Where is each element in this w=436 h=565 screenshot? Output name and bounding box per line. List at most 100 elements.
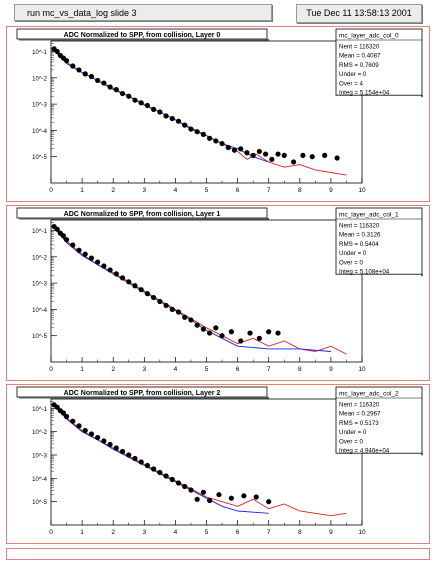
data-point (207, 135, 213, 141)
footer-pad (6, 548, 430, 560)
data-point (119, 275, 126, 281)
data-point (200, 131, 206, 137)
x-tick-label: 10 (358, 366, 366, 373)
data-point (82, 427, 88, 434)
data-point (76, 67, 82, 73)
y-tick-label: 10^-3 (32, 454, 47, 460)
chart-layer-0: ADC Normalized to SPP, from collision, L… (16, 28, 423, 194)
data-point (247, 330, 253, 336)
y-tick-label: 10^-4 (32, 129, 47, 135)
data-point (275, 330, 281, 336)
data-point (63, 413, 70, 420)
data-point (95, 259, 101, 265)
x-tick-label: 3 (142, 366, 146, 373)
data-point (300, 152, 306, 158)
data-point (138, 459, 144, 465)
data-point (182, 483, 188, 490)
x-tick-label: 7 (267, 187, 271, 194)
chart-title-shadow (19, 397, 269, 399)
data-point (126, 279, 132, 285)
data-point (63, 58, 70, 64)
data-point (169, 476, 175, 483)
data-point (213, 325, 219, 331)
data-point (82, 251, 88, 257)
data-point (54, 48, 60, 55)
data-point (194, 322, 200, 328)
data-point (262, 151, 269, 157)
y-tick-label: 10^-2 (32, 430, 47, 436)
chart-title: ADC Normalized to SPP, from collision, L… (64, 390, 221, 397)
data-point (219, 140, 225, 147)
data-point (138, 100, 144, 106)
data-point (250, 152, 256, 158)
data-point (107, 84, 113, 90)
data-point (157, 298, 163, 305)
data-point (175, 480, 182, 486)
data-point (88, 73, 95, 80)
data-point (151, 294, 157, 301)
chart-layer-2: ADC Normalized to SPP, from collision, L… (16, 386, 423, 536)
data-point (144, 291, 151, 297)
data-point (119, 448, 126, 455)
data-point (60, 410, 67, 416)
data-point (132, 97, 138, 103)
data-point (76, 423, 82, 429)
data-point (151, 106, 157, 112)
data-point (244, 150, 250, 156)
data-point (107, 267, 113, 273)
x-tick-label: 5 (205, 529, 209, 536)
data-histogram-line (53, 405, 269, 514)
y-tick-label: 10^-2 (32, 255, 47, 261)
x-tick-label: 10 (358, 529, 366, 536)
data-point (107, 441, 113, 448)
data-point (194, 129, 200, 135)
stats-line: RMS = 0.5404 (339, 241, 379, 248)
data-point (126, 452, 132, 458)
data-point (188, 126, 194, 132)
y-tick-label: 10^-5 (32, 334, 47, 340)
x-tick-label: 0 (49, 529, 53, 536)
data-point (200, 489, 206, 495)
stats-name: mc_layer_adc_col_1 (339, 212, 399, 219)
data-point (169, 306, 175, 313)
y-tick-label: 10^-1 (32, 50, 47, 56)
data-point (144, 102, 151, 109)
x-tick-label: 9 (329, 366, 333, 373)
data-point (213, 138, 219, 144)
data-point (95, 77, 101, 84)
data-point (207, 330, 213, 336)
data-point (157, 109, 163, 115)
x-tick-label: 8 (298, 187, 302, 194)
stats-line: Nent = 116320 (339, 223, 380, 230)
stats-name: mc_layer_adc_col_0 (339, 33, 399, 40)
chart-title: ADC Normalized to SPP, from collision, L… (64, 211, 221, 218)
stats-line: Under = 0 (339, 71, 367, 78)
stats-line: RMS = 0.5173 (339, 420, 379, 427)
data-point (175, 118, 182, 124)
data-point (88, 431, 95, 437)
data-point (256, 335, 262, 341)
timestamp: Tue Dec 11 13:58:13 2001 (296, 4, 422, 23)
plot-pad-layer-1: ADC Normalized to SPP, from collision, L… (6, 205, 430, 381)
x-tick-label: 2 (111, 366, 115, 373)
chart-title-shadow (19, 39, 269, 41)
x-tick-label: 1 (80, 366, 84, 373)
plot-frame (50, 398, 363, 526)
stats-line: Under = 0 (339, 429, 367, 436)
data-point (70, 63, 76, 69)
y-tick-label: 10^-4 (32, 308, 47, 314)
y-tick-label: 10^-5 (32, 500, 47, 506)
data-point (182, 314, 188, 320)
data-point (216, 492, 222, 498)
data-point (309, 154, 315, 160)
data-point (334, 155, 340, 161)
x-tick-label: 0 (49, 187, 53, 194)
x-tick-label: 9 (329, 529, 333, 536)
data-point (157, 469, 163, 476)
y-tick-label: 10^-5 (32, 155, 47, 161)
x-tick-label: 7 (267, 529, 271, 536)
data-point (207, 497, 213, 504)
data-point (182, 122, 188, 128)
data-point (60, 233, 67, 239)
x-tick-label: 8 (298, 529, 302, 536)
